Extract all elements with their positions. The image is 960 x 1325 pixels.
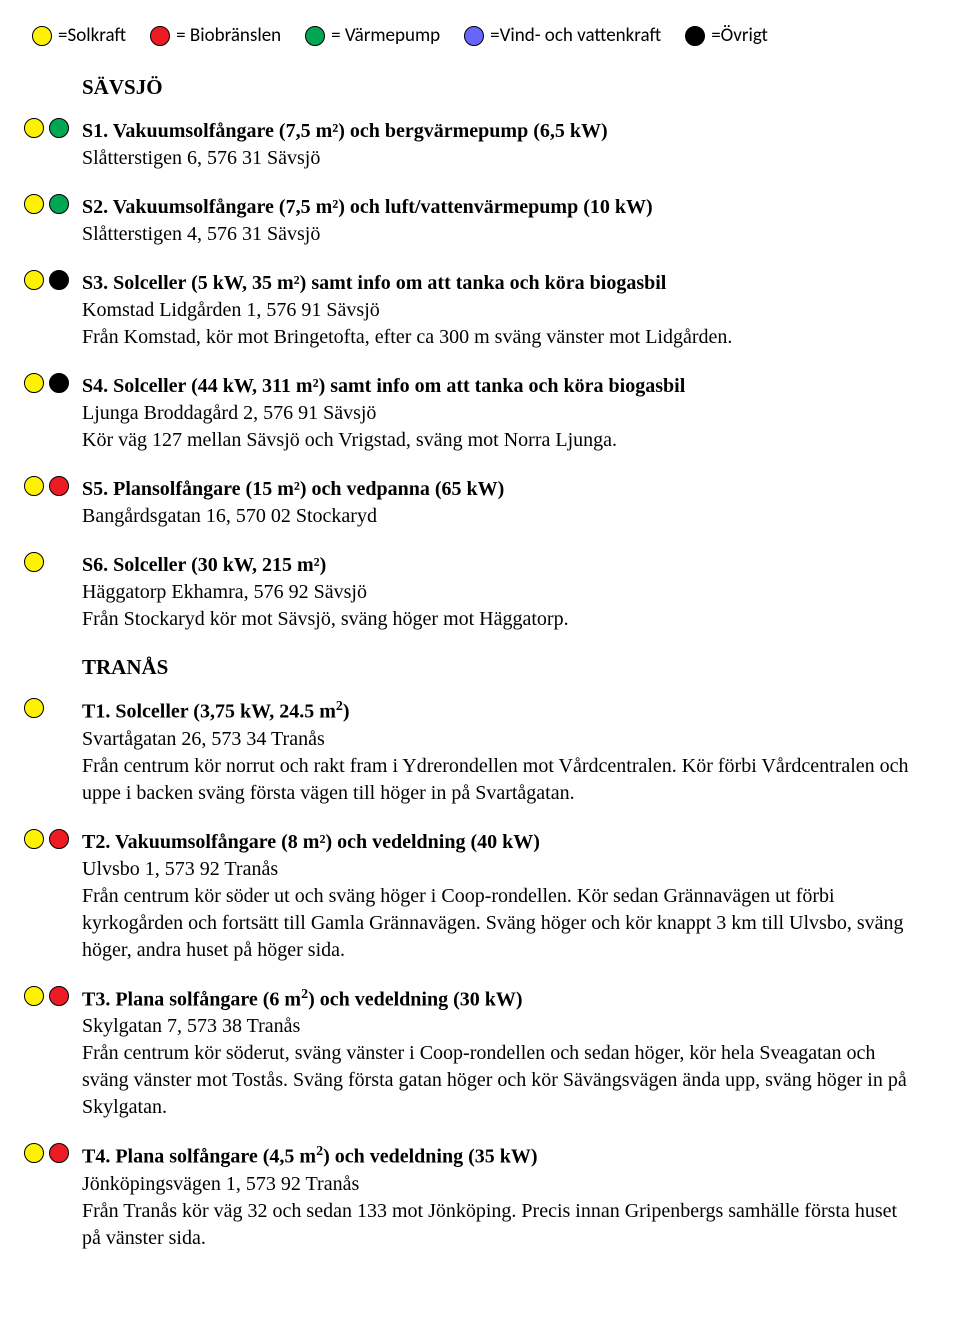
entry-title: S1. Vakuumsolfångare (7,5 m²) och bergvä…: [82, 118, 912, 145]
entry-line: Från centrum kör norrut och rakt fram i …: [82, 753, 912, 807]
solkraft-marker: [24, 986, 44, 1006]
entry-line: Från centrum kör söderut, sväng vänster …: [82, 1040, 912, 1121]
solkraft-marker: [32, 26, 52, 46]
legend-item: =Solkraft: [32, 24, 126, 47]
entry: S1. Vakuumsolfångare (7,5 m²) och bergvä…: [82, 118, 912, 172]
section-heading: SÄVSJÖ: [82, 75, 912, 100]
entry-body: Häggatorp Ekhamra, 576 92 SävsjöFrån Sto…: [82, 579, 912, 633]
entry-title: S5. Plansolfångare (15 m²) och vedpanna …: [82, 476, 912, 503]
solkraft-marker: [24, 552, 44, 572]
entry-line: Ljunga Broddagård 2, 576 91 Sävsjö: [82, 400, 912, 427]
entry-body: Skylgatan 7, 573 38 TranåsFrån centrum k…: [82, 1013, 912, 1121]
entry: S5. Plansolfångare (15 m²) och vedpanna …: [82, 476, 912, 530]
solkraft-marker: [24, 829, 44, 849]
entry-title: S6. Solceller (30 kW, 215 m²): [82, 552, 912, 579]
entry-line: Jönköpingsvägen 1, 573 92 Tranås: [82, 1171, 912, 1198]
solkraft-marker: [24, 698, 44, 718]
entry: T4. Plana solfångare (4,5 m2) och vedeld…: [82, 1143, 912, 1252]
biobranslen-marker: [150, 26, 170, 46]
entry: S4. Solceller (44 kW, 311 m²) samt info …: [82, 373, 912, 454]
entry: S2. Vakuumsolfångare (7,5 m²) och luft/v…: [82, 194, 912, 248]
entry-markers: [24, 1143, 69, 1163]
entry-body: Slåtterstigen 6, 576 31 Sävsjö: [82, 145, 912, 172]
section-heading: TRANÅS: [82, 655, 912, 680]
varmepump-marker: [305, 26, 325, 46]
solkraft-marker: [24, 476, 44, 496]
entry-line: Häggatorp Ekhamra, 576 92 Sävsjö: [82, 579, 912, 606]
legend-label: = Värmepump: [331, 24, 440, 47]
solkraft-marker: [24, 270, 44, 290]
entry-line: Från centrum kör söder ut och sväng höge…: [82, 883, 912, 964]
legend-item: =Vind- och vattenkraft: [464, 24, 661, 47]
entry-line: Från Tranås kör väg 32 och sedan 133 mot…: [82, 1198, 912, 1252]
entry-line: Bangårdsgatan 16, 570 02 Stockaryd: [82, 503, 912, 530]
entry: S3. Solceller (5 kW, 35 m²) samt info om…: [82, 270, 912, 351]
entry-line: Slåtterstigen 4, 576 31 Sävsjö: [82, 221, 912, 248]
legend-label: =Solkraft: [58, 24, 126, 47]
entry-markers: [24, 118, 69, 138]
entry-line: Från Stockaryd kör mot Sävsjö, sväng hög…: [82, 606, 912, 633]
entry-markers: [24, 476, 69, 496]
entry-line: Ulvsbo 1, 573 92 Tranås: [82, 856, 912, 883]
entry-line: Komstad Lidgården 1, 576 91 Sävsjö: [82, 297, 912, 324]
entry-markers: [24, 270, 69, 290]
solkraft-marker: [24, 1143, 44, 1163]
ovrigt-marker: [49, 270, 69, 290]
varmepump-marker: [49, 118, 69, 138]
entry-title: T4. Plana solfångare (4,5 m2) och vedeld…: [82, 1143, 912, 1171]
legend-label: =Övrigt: [711, 24, 768, 47]
entry: T1. Solceller (3,75 kW, 24.5 m2)Svartåga…: [82, 698, 912, 807]
legend-label: =Vind- och vattenkraft: [490, 24, 661, 47]
entry-markers: [24, 552, 44, 572]
legend-item: = Värmepump: [305, 24, 440, 47]
legend-label: = Biobränslen: [176, 24, 281, 47]
solkraft-marker: [24, 373, 44, 393]
entry-body: Ulvsbo 1, 573 92 TranåsFrån centrum kör …: [82, 856, 912, 964]
entry-body: Slåtterstigen 4, 576 31 Sävsjö: [82, 221, 912, 248]
entry-line: Från Komstad, kör mot Bringetofta, efter…: [82, 324, 912, 351]
entry-line: Svartågatan 26, 573 34 Tranås: [82, 726, 912, 753]
entry-line: Slåtterstigen 6, 576 31 Sävsjö: [82, 145, 912, 172]
biobranslen-marker: [49, 829, 69, 849]
entry-body: Jönköpingsvägen 1, 573 92 TranåsFrån Tra…: [82, 1171, 912, 1252]
entry-title: S4. Solceller (44 kW, 311 m²) samt info …: [82, 373, 912, 400]
content: SÄVSJÖ S1. Vakuumsolfångare (7,5 m²) och …: [24, 75, 912, 1252]
entry-title: T1. Solceller (3,75 kW, 24.5 m2): [82, 698, 912, 726]
entry-title: S2. Vakuumsolfångare (7,5 m²) och luft/v…: [82, 194, 912, 221]
entry: T2. Vakuumsolfångare (8 m²) och vedeldni…: [82, 829, 912, 964]
entry-line: Kör väg 127 mellan Sävsjö och Vrigstad, …: [82, 427, 912, 454]
entry-markers: [24, 829, 69, 849]
entry-body: Svartågatan 26, 573 34 TranåsFrån centru…: [82, 726, 912, 807]
entry: S6. Solceller (30 kW, 215 m²)Häggatorp E…: [82, 552, 912, 633]
legend-item: =Övrigt: [685, 24, 768, 47]
entry-body: Ljunga Broddagård 2, 576 91 SävsjöKör vä…: [82, 400, 912, 454]
ovrigt-marker: [49, 373, 69, 393]
legend: =Solkraft = Biobränslen = Värmepump =Vind- …: [24, 24, 912, 47]
entry-markers: [24, 986, 69, 1006]
biobranslen-marker: [49, 476, 69, 496]
solkraft-marker: [24, 194, 44, 214]
legend-item: = Biobränslen: [150, 24, 281, 47]
entry-body: Bangårdsgatan 16, 570 02 Stockaryd: [82, 503, 912, 530]
entry-title: T3. Plana solfångare (6 m2) och vedeldni…: [82, 986, 912, 1014]
entry-markers: [24, 373, 69, 393]
entry-markers: [24, 698, 44, 718]
entry-title: S3. Solceller (5 kW, 35 m²) samt info om…: [82, 270, 912, 297]
solkraft-marker: [24, 118, 44, 138]
entry: T3. Plana solfångare (6 m2) och vedeldni…: [82, 986, 912, 1122]
vind-marker: [464, 26, 484, 46]
entry-markers: [24, 194, 69, 214]
entry-line: Skylgatan 7, 573 38 Tranås: [82, 1013, 912, 1040]
varmepump-marker: [49, 194, 69, 214]
biobranslen-marker: [49, 986, 69, 1006]
entry-body: Komstad Lidgården 1, 576 91 SävsjöFrån K…: [82, 297, 912, 351]
biobranslen-marker: [49, 1143, 69, 1163]
ovrigt-marker: [685, 26, 705, 46]
entry-title: T2. Vakuumsolfångare (8 m²) och vedeldni…: [82, 829, 912, 856]
